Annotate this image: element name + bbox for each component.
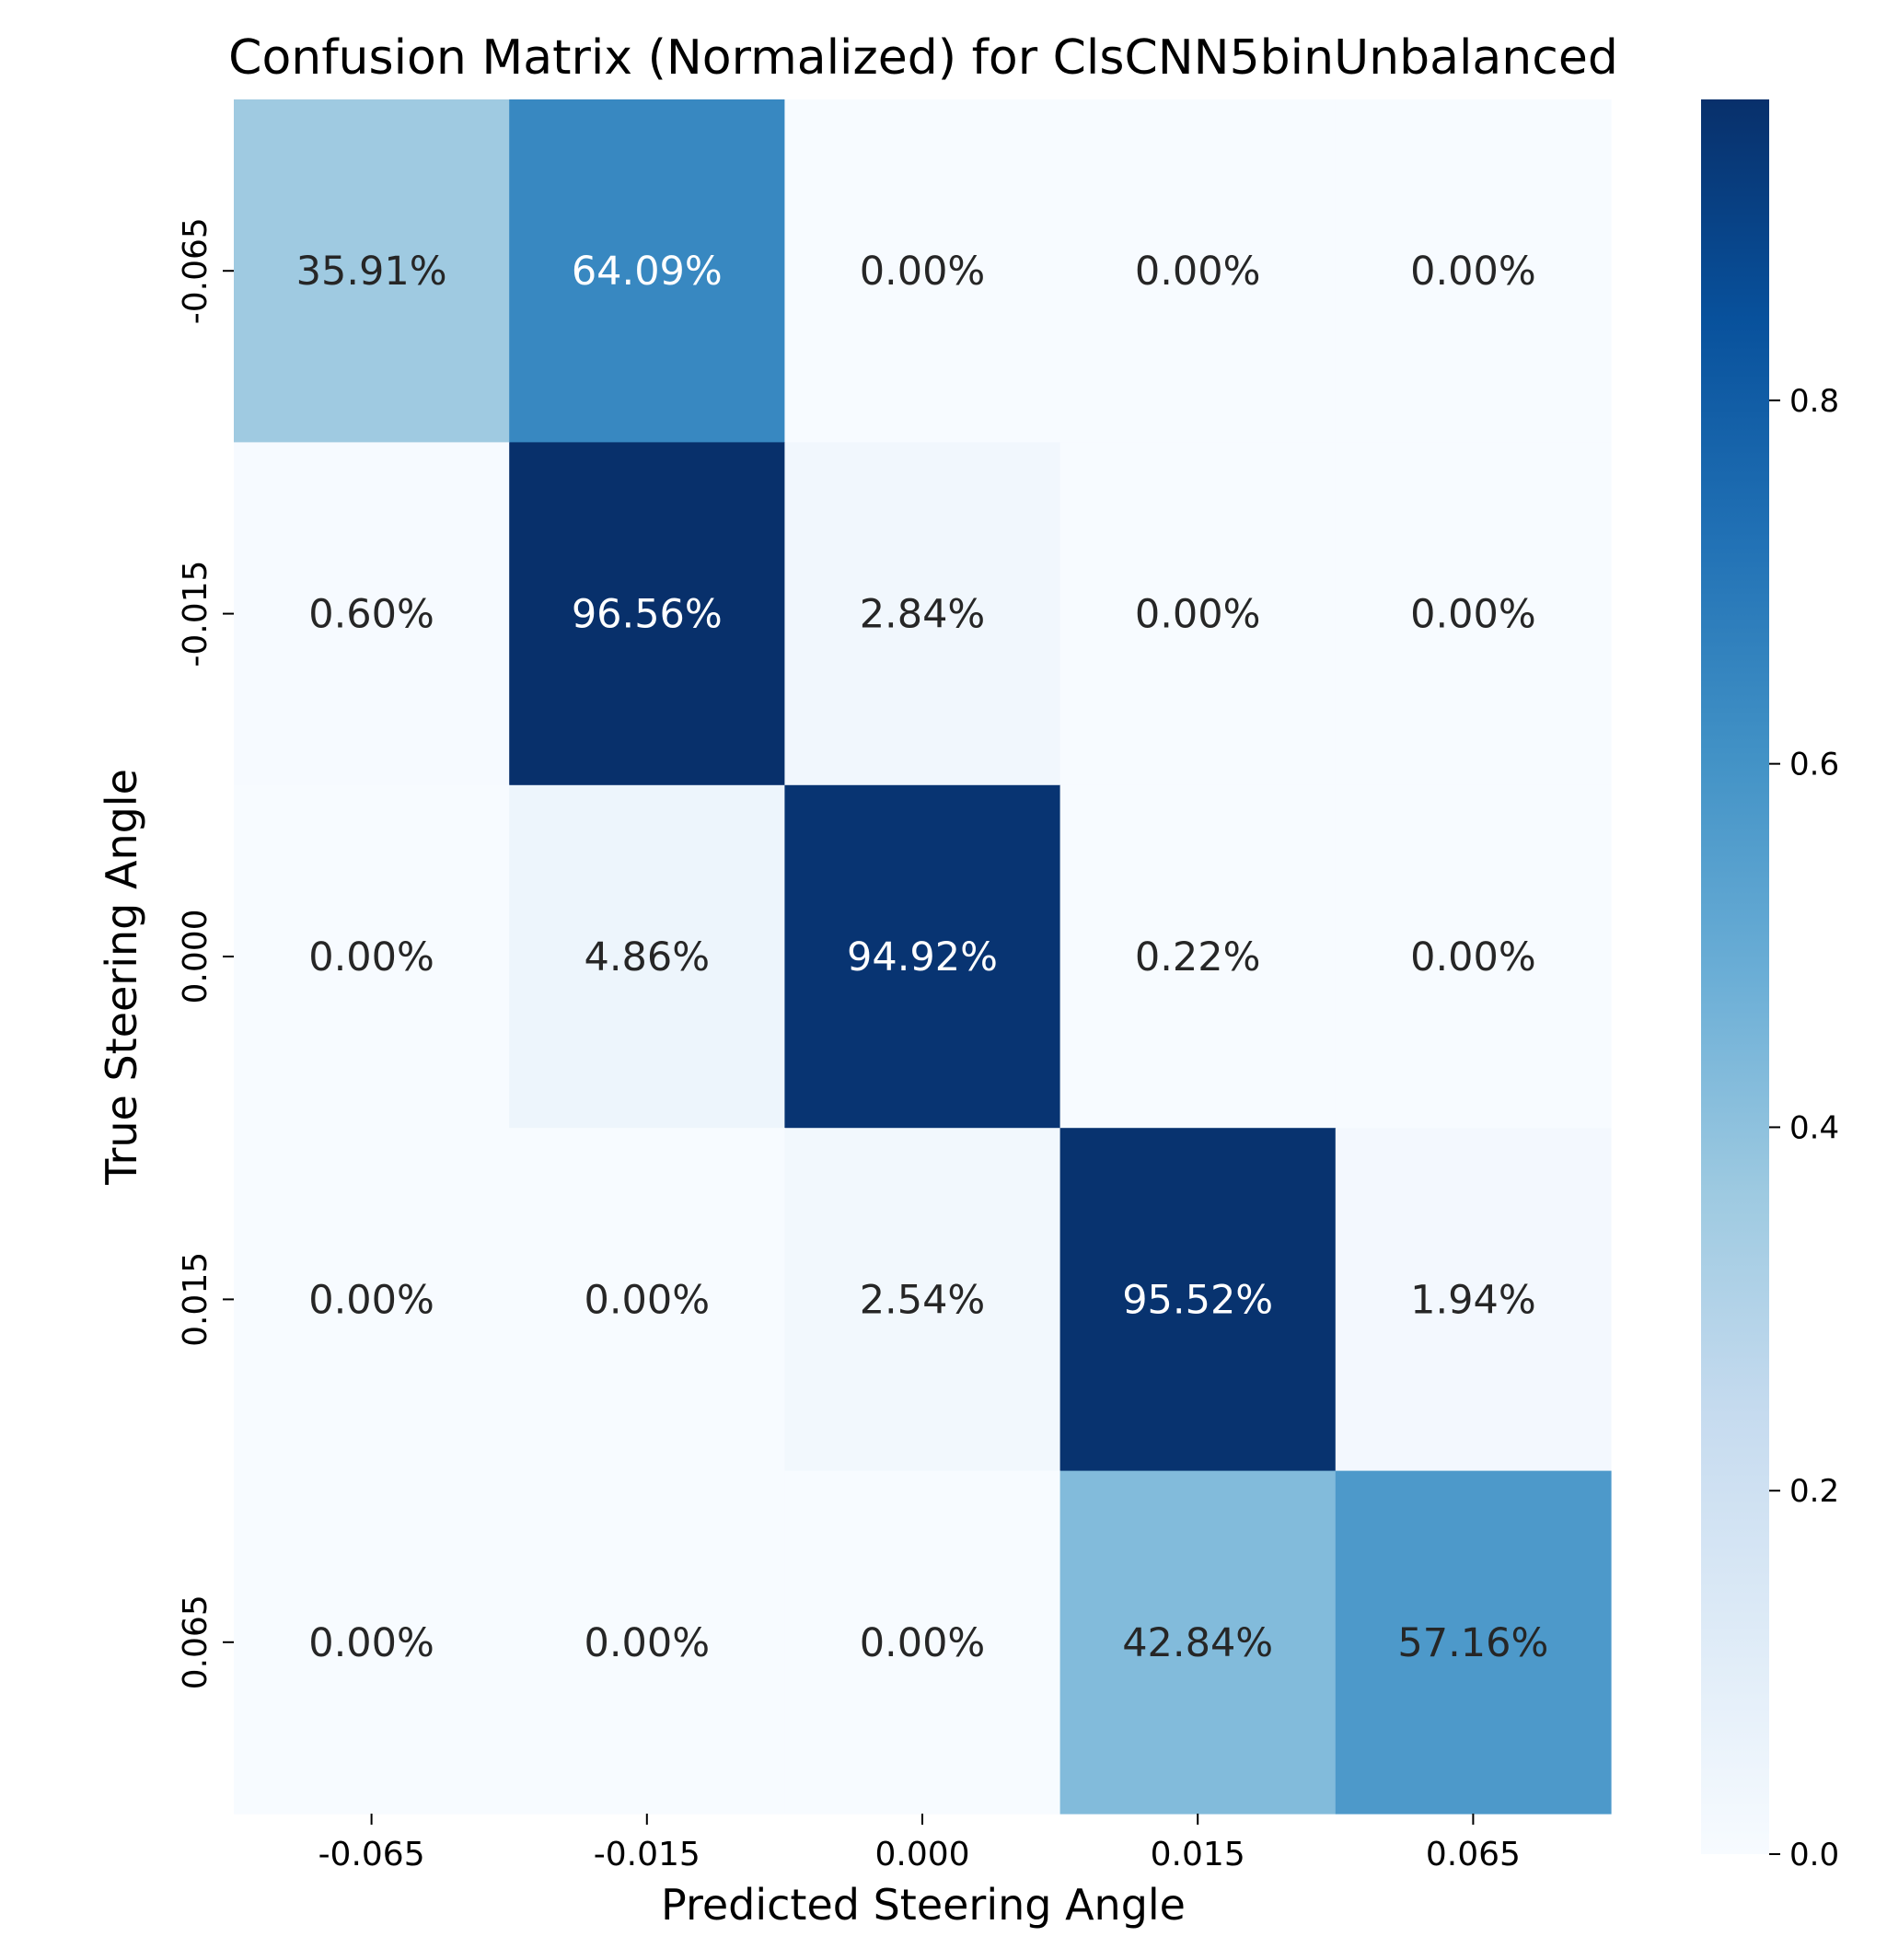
heatmap-cell: [784, 442, 1061, 786]
heatmap-cell: [509, 784, 785, 1129]
colorbar-tick-label: 0.6: [1789, 747, 1839, 783]
x-tick-label: 0.000: [874, 1836, 969, 1873]
x-tick-label: 0.015: [1151, 1836, 1245, 1873]
heatmap-cell: [509, 99, 785, 443]
cell-value-label: 0.00%: [860, 1620, 986, 1666]
heatmap-cell: [234, 1128, 510, 1472]
y-tick-label: -0.065: [177, 217, 214, 324]
heatmap-cell: [1059, 1470, 1337, 1815]
heatmap-cell: [1335, 1470, 1612, 1815]
heatmap-cell: [1059, 99, 1337, 443]
colorbar-tick-label: 0.0: [1789, 1837, 1839, 1873]
x-axis-label: Predicted Steering Angle: [661, 1880, 1186, 1930]
cell-value-label: 0.00%: [584, 1620, 710, 1666]
cell-value-label: 0.00%: [308, 1277, 434, 1323]
cell-value-label: 0.00%: [308, 934, 434, 980]
colorbar-tick-label: 0.8: [1789, 383, 1839, 420]
heatmap-cell: [234, 1470, 510, 1815]
cell-value-label: 35.91%: [296, 249, 447, 295]
heatmap-cell: [1335, 1128, 1612, 1472]
heatmap-cell: [1335, 99, 1612, 443]
y-tick-label: -0.015: [177, 561, 214, 667]
heatmap-cell-labels: 35.91% 64.09% 0.00% 0.00% 0.00% 0.60% 96.56% 2.…: [296, 249, 1549, 1666]
cell-value-label: 0.22%: [1135, 934, 1261, 980]
y-axis-label: True Steering Angle: [97, 769, 146, 1186]
cell-value-label: 0.00%: [1410, 934, 1536, 980]
y-tick-label: 0.015: [177, 1252, 214, 1347]
heatmap-cell: [1059, 1128, 1337, 1472]
cell-value-label: 96.56%: [572, 592, 723, 638]
colorbar-tick-label: 0.4: [1789, 1109, 1839, 1146]
cell-value-label: 64.09%: [572, 249, 723, 295]
colorbar-ticks: 0.0 0.2 0.4 0.6 0.8: [1769, 383, 1839, 1873]
cell-value-label: 0.60%: [308, 592, 434, 638]
heatmap-cell: [234, 99, 510, 443]
y-axis: -0.065 -0.015 0.000 0.015 0.065: [177, 217, 234, 1689]
heatmap-cell: [509, 1128, 785, 1472]
cell-value-label: 2.84%: [860, 592, 986, 638]
heatmap-cell: [784, 784, 1061, 1129]
heatmap-cell: [234, 784, 510, 1129]
cell-value-label: 95.52%: [1122, 1277, 1273, 1323]
heatmap-cell: [234, 442, 510, 786]
x-axis: -0.065 -0.015 0.000 0.015 0.065: [318, 1814, 1521, 1873]
heatmap-cell: [1335, 784, 1612, 1129]
heatmap-cell: [509, 442, 785, 786]
cell-value-label: 0.00%: [1410, 249, 1536, 295]
heatmap-cell: [1335, 442, 1612, 786]
colorbar: [1701, 99, 1769, 1854]
cell-value-label: 0.00%: [860, 249, 986, 295]
heatmap-cell: [784, 1470, 1061, 1815]
heatmap-cell: [1059, 442, 1337, 786]
cell-value-label: 0.00%: [1135, 592, 1261, 638]
cell-value-label: 0.00%: [308, 1620, 434, 1666]
heatmap-cells: [234, 99, 1612, 1815]
cell-value-label: 0.00%: [584, 1277, 710, 1323]
x-tick-label: -0.015: [594, 1836, 700, 1873]
chart-title: Confusion Matrix (Normalized) for ClsCNN…: [228, 30, 1618, 86]
cell-value-label: 94.92%: [847, 934, 998, 980]
cell-value-label: 57.16%: [1397, 1620, 1548, 1666]
colorbar-tick-label: 0.2: [1789, 1473, 1839, 1510]
y-tick-label: 0.000: [177, 909, 214, 1003]
x-tick-label: 0.065: [1426, 1836, 1521, 1873]
y-tick-label: 0.065: [177, 1595, 214, 1689]
heatmap-cell: [1059, 784, 1337, 1129]
x-tick-label: -0.065: [318, 1836, 425, 1873]
heatmap-cell: [784, 99, 1061, 443]
cell-value-label: 2.54%: [860, 1277, 986, 1323]
cell-value-label: 4.86%: [584, 934, 710, 980]
cell-value-label: 0.00%: [1135, 249, 1261, 295]
cell-value-label: 42.84%: [1122, 1620, 1273, 1666]
cell-value-label: 1.94%: [1410, 1277, 1536, 1323]
heatmap-cell: [784, 1128, 1061, 1472]
heatmap-cell: [509, 1470, 785, 1815]
cell-value-label: 0.00%: [1410, 592, 1536, 638]
